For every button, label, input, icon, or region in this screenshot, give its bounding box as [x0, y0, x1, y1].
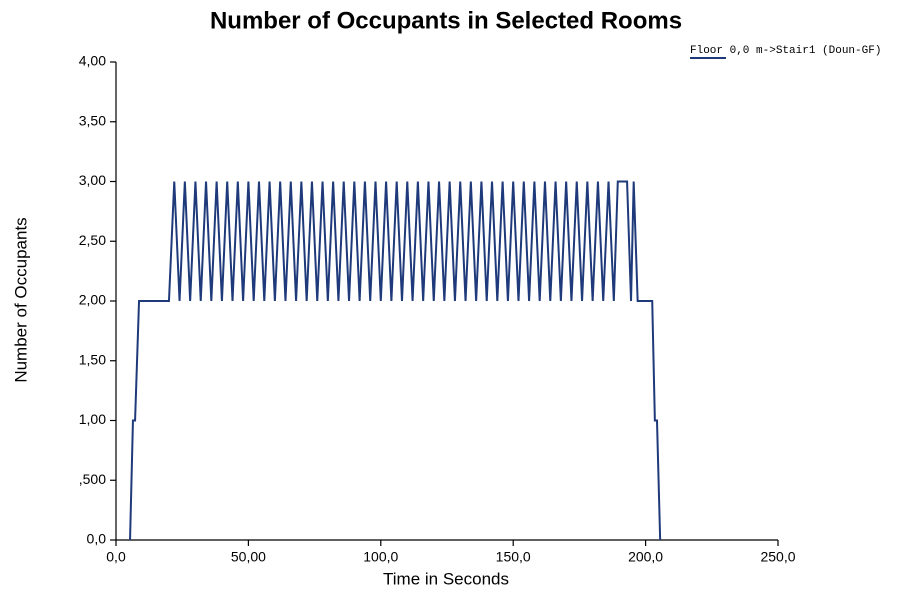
y-tick-label: 1,50 — [79, 351, 106, 367]
x-tick-label: 100,0 — [363, 549, 398, 565]
x-tick-label: 50,00 — [231, 549, 266, 565]
x-axis-label: Time in Seconds — [383, 569, 509, 588]
y-tick-label: 2,50 — [79, 232, 106, 248]
legend-label: Floor 0,0 m->Stair1 (Doun-GF) — [690, 45, 881, 57]
x-tick-label: 200,0 — [628, 549, 663, 565]
chart-title: Number of Occupants in Selected Rooms — [210, 7, 682, 34]
y-tick-label: 4,00 — [79, 53, 106, 69]
y-tick-label: 2,00 — [79, 292, 106, 308]
x-tick-label: 250,0 — [760, 549, 795, 565]
x-tick-label: 0,0 — [106, 549, 126, 565]
y-tick-label: 3,00 — [79, 172, 106, 188]
y-axis-label: Number of Occupants — [11, 217, 30, 382]
y-tick-label: ,500 — [79, 471, 106, 487]
x-tick-label: 150,0 — [496, 549, 531, 565]
y-tick-label: 0,0 — [87, 531, 107, 547]
data-line — [129, 180, 662, 541]
y-tick-label: 1,00 — [79, 411, 106, 427]
y-tick-label: 3,50 — [79, 112, 106, 128]
